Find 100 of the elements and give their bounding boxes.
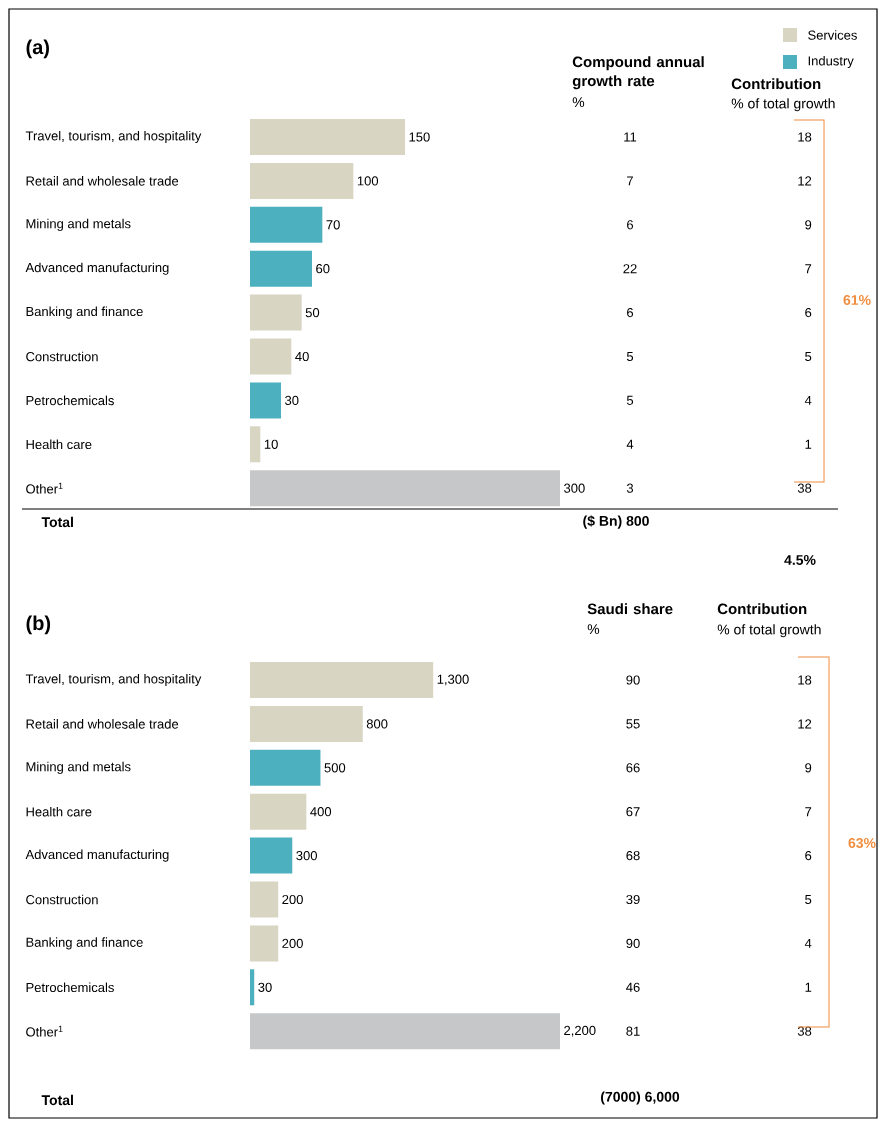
bar bbox=[250, 705, 363, 742]
data-label: 5 bbox=[805, 894, 812, 905]
bar bbox=[250, 837, 293, 874]
bar bbox=[250, 426, 261, 463]
data-label: 30 bbox=[258, 982, 272, 992]
data-label: 9 bbox=[805, 763, 812, 773]
data-label: 39 bbox=[626, 894, 640, 905]
y-tick-label: Construction bbox=[26, 894, 98, 905]
data-label: 1 bbox=[805, 439, 812, 449]
y-tick-label: Health care bbox=[26, 806, 92, 817]
data-label: 100 bbox=[357, 176, 379, 186]
text: Saudi share bbox=[587, 603, 673, 615]
data-label: 5 bbox=[626, 351, 634, 362]
data-label: 1 bbox=[805, 982, 812, 992]
text: 61% bbox=[843, 295, 871, 305]
data-label: 38 bbox=[797, 483, 812, 493]
data-label: 70 bbox=[326, 220, 340, 230]
bar bbox=[250, 925, 279, 962]
legend-label: Services bbox=[808, 30, 857, 40]
data-label: 12 bbox=[798, 176, 812, 186]
y-tick-label: Retail and wholesale trade bbox=[26, 176, 179, 186]
data-label: 38 bbox=[797, 1026, 812, 1036]
y-tick-label: Advanced manufacturing bbox=[25, 849, 169, 862]
bar bbox=[250, 1013, 560, 1050]
text: Contribution bbox=[717, 603, 807, 615]
bar bbox=[250, 206, 323, 243]
text: (b) bbox=[26, 615, 51, 635]
data-label: 6 bbox=[627, 220, 634, 230]
data-label: 50 bbox=[305, 307, 320, 318]
data-label: 18 bbox=[798, 132, 812, 142]
data-label: 12 bbox=[798, 719, 812, 729]
y-tick-label: Other$^{1}$ bbox=[26, 1025, 63, 1037]
y-tick-label: Banking and finance bbox=[26, 937, 143, 950]
data-label: 46 bbox=[626, 982, 640, 992]
text: Contribution bbox=[731, 78, 821, 90]
data-label: 81 bbox=[626, 1026, 640, 1036]
data-label: 67 bbox=[626, 807, 640, 817]
data-label: 9 bbox=[805, 220, 812, 230]
text: (7000) 6,000 bbox=[601, 1091, 680, 1105]
y-tick-label: Other$^{1}$ bbox=[26, 482, 63, 494]
text: % bbox=[572, 97, 585, 107]
text: 4.5% bbox=[784, 555, 816, 565]
y-tick-label: Retail and wholesale trade bbox=[26, 719, 179, 729]
bar bbox=[250, 338, 292, 375]
bar bbox=[250, 881, 279, 918]
y-tick-label: Travel, tourism, and hospitality bbox=[25, 673, 202, 687]
data-label: 300 bbox=[296, 850, 317, 861]
bar bbox=[250, 662, 434, 698]
text: Compound annual growth rate bbox=[572, 56, 704, 90]
data-label: 90 bbox=[626, 675, 640, 685]
y-tick-label: Banking and finance bbox=[26, 306, 143, 319]
data-label: 10 bbox=[264, 439, 278, 449]
data-label: 4 bbox=[804, 395, 812, 405]
bar bbox=[250, 250, 312, 287]
data-label: 60 bbox=[316, 264, 330, 274]
y-tick-label: Health care bbox=[26, 439, 92, 450]
data-label: 3 bbox=[626, 483, 634, 493]
data-label: 90 bbox=[626, 938, 640, 948]
bar bbox=[250, 969, 255, 1006]
text: % of total growth bbox=[731, 98, 835, 112]
data-label: 400 bbox=[310, 807, 332, 817]
legend-label: Industry bbox=[808, 55, 854, 69]
text: % bbox=[587, 624, 600, 634]
bar bbox=[250, 162, 354, 199]
data-label: 66 bbox=[626, 763, 640, 773]
data-label: 6 bbox=[805, 307, 812, 318]
data-label: 150 bbox=[409, 132, 430, 142]
text: 63% bbox=[848, 838, 876, 848]
data-label: 200 bbox=[282, 938, 303, 948]
y-tick-label: Petrochemicals bbox=[26, 395, 114, 406]
y-tick-label: Mining and metals bbox=[26, 761, 131, 774]
y-tick-label: Petrochemicals bbox=[26, 982, 114, 993]
data-label: 2,200 bbox=[564, 1025, 596, 1037]
data-label: 4 bbox=[626, 439, 634, 449]
data-label: 5 bbox=[626, 395, 634, 405]
text: Total bbox=[41, 516, 73, 528]
text: (a) bbox=[26, 39, 49, 59]
data-label: 5 bbox=[805, 351, 812, 362]
data-label: 7 bbox=[627, 176, 633, 186]
y-tick-label: Travel, tourism, and hospitality bbox=[25, 130, 202, 144]
data-label: 55 bbox=[626, 719, 640, 729]
data-label: 22 bbox=[623, 264, 637, 274]
data-label: 40 bbox=[295, 351, 309, 362]
data-label: 18 bbox=[798, 675, 812, 685]
data-label: 68 bbox=[626, 850, 640, 861]
bar bbox=[250, 793, 307, 830]
data-label: 6 bbox=[805, 850, 812, 861]
data-label: 800 bbox=[366, 719, 388, 729]
data-label: 6 bbox=[627, 307, 634, 318]
y-tick-label: Advanced manufacturing bbox=[25, 262, 169, 275]
text: Total bbox=[41, 1094, 73, 1106]
data-label: 1,300 bbox=[437, 674, 469, 686]
bar bbox=[250, 470, 560, 507]
data-label: 300 bbox=[564, 483, 585, 493]
data-label: 30 bbox=[285, 395, 299, 405]
bar bbox=[250, 118, 405, 155]
data-label: 7 bbox=[805, 264, 812, 274]
y-tick-label: Mining and metals bbox=[26, 218, 131, 231]
text: % of total growth bbox=[717, 624, 821, 638]
bar bbox=[250, 382, 281, 419]
